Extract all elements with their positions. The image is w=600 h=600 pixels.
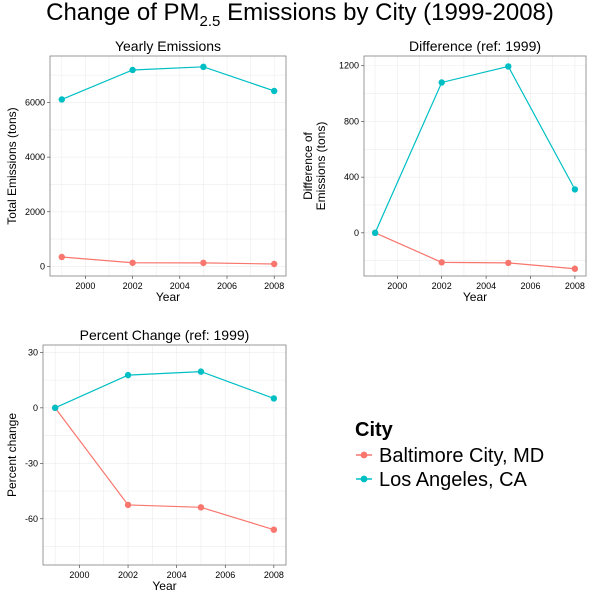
panel-title: Difference (ref: 1999)	[409, 38, 541, 54]
data-point	[124, 371, 132, 379]
legend-entry-los-angeles: Los Angeles, CA	[356, 469, 528, 491]
x-tick-label: 2000	[75, 281, 95, 291]
series-line	[374, 232, 575, 270]
y-axis-label-line: Total Emissions (tons)	[5, 107, 19, 224]
x-tick-label: 2002	[118, 570, 138, 580]
data-point	[371, 229, 379, 237]
legend-label-los-angeles: Los Angeles, CA	[379, 469, 528, 491]
gridlines	[364, 56, 586, 276]
data-point	[271, 260, 278, 268]
panel-title: Percent Change (ref: 1999)	[80, 327, 250, 343]
y-tick-label: 1200	[339, 61, 359, 71]
data-point	[129, 259, 136, 266]
y-axis-label-line: Difference of	[301, 131, 315, 199]
legend-label-baltimore: Baltimore City, MD	[379, 445, 544, 467]
data-point	[51, 404, 59, 412]
legend-key-marker	[360, 451, 368, 459]
y-tick-label: -60	[25, 514, 38, 524]
x-axis-label: Year	[152, 579, 176, 593]
y-tick-label: 400	[344, 172, 359, 182]
panel-background	[43, 345, 286, 565]
data-point	[438, 79, 445, 86]
y-tick-label: 30	[28, 347, 38, 357]
y-tick-label: 2000	[25, 207, 45, 217]
figure-title-prefix: Change of PM	[46, 0, 199, 26]
x-tick-label: 2000	[387, 281, 407, 291]
y-axis-label: Total Emissions (tons)	[5, 107, 19, 224]
series-los-angeles-ca	[51, 368, 278, 412]
legend-title: City	[355, 419, 394, 441]
data-point	[200, 63, 207, 71]
y-tick-label: 4000	[25, 152, 45, 162]
x-tick-label: 2000	[69, 570, 89, 580]
series-line	[54, 371, 275, 409]
panel-border	[42, 344, 287, 566]
x-tick-label: 2008	[264, 570, 284, 580]
series-los-angeles-ca	[58, 63, 278, 103]
panel-yearly-emissions: 2000 2002 2004 2006 2008 0 2000 4000 6000 Yearly …	[5, 38, 287, 304]
series-baltimore-city-md	[58, 253, 278, 268]
y-tick-label: 800	[344, 116, 359, 126]
panel-difference-ref-1999: 2000 2002 2004 2006 2008 0 400 800 1200 Differenc…	[301, 38, 587, 304]
data-point	[200, 259, 207, 267]
y-axis-label-line: Emissions (tons)	[314, 122, 328, 211]
data-point	[571, 265, 579, 272]
figure-title: Change of PM2.5 Emissions by City (1999-…	[46, 0, 554, 30]
legend-entry-baltimore: Baltimore City, MD	[356, 445, 544, 467]
x-tick-label: 2002	[123, 281, 143, 291]
y-tick-label: 0	[40, 261, 45, 271]
y-tick-label: 6000	[25, 97, 45, 107]
series-line	[54, 407, 275, 531]
legend-key-marker	[360, 475, 368, 483]
data-point	[270, 395, 278, 402]
series-line	[61, 66, 275, 101]
x-tick-label: 2006	[215, 570, 235, 580]
gridlines	[50, 56, 286, 276]
legend: City Baltimore City, MD Los Angeles, CA	[355, 419, 544, 491]
data-point	[129, 66, 136, 74]
x-tick-label: 2002	[432, 281, 452, 291]
data-point	[438, 259, 445, 266]
data-point	[505, 63, 512, 70]
data-point	[197, 504, 205, 511]
series-los-angeles-ca	[371, 63, 579, 237]
data-point	[505, 259, 512, 267]
gridlines	[43, 345, 286, 565]
y-axis-label: Difference ofEmissions (tons)	[301, 122, 328, 211]
y-tick-label: -30	[25, 458, 38, 468]
data-point	[124, 501, 132, 509]
y-axis-label-line: Percent change	[5, 413, 19, 497]
x-axis-label: Year	[156, 290, 180, 304]
x-tick-label: 2006	[520, 281, 540, 291]
x-tick-label: 2008	[264, 281, 284, 291]
panel-border	[49, 55, 287, 277]
panel-percent-change-ref-1999: 2000 2002 2004 2006 2008 -60 -30 0 30 Percent Cha…	[5, 327, 287, 593]
data-point	[271, 87, 278, 95]
data-point	[571, 186, 579, 193]
data-point	[58, 253, 65, 261]
data-point	[270, 526, 278, 533]
data-point	[58, 96, 65, 103]
figure-title-subscript: 2.5	[200, 13, 221, 30]
panel-border	[363, 55, 587, 277]
y-tick-label: 0	[354, 228, 359, 238]
x-tick-label: 2004	[476, 281, 496, 291]
x-tick-label: 2004	[170, 281, 190, 291]
data-point	[197, 368, 205, 375]
figure-title-suffix: Emissions by City (1999-2008)	[220, 0, 553, 26]
panel-background	[364, 56, 586, 276]
x-tick-label: 2008	[565, 281, 585, 291]
x-axis-label: Year	[463, 290, 487, 304]
panel-title: Yearly Emissions	[115, 38, 221, 54]
chart-panels: 2000 2002 2004 2006 20080200040006000Yearly …	[5, 38, 587, 593]
series-baltimore-city-md	[371, 229, 579, 272]
x-tick-label: 2004	[167, 570, 187, 580]
series-line	[374, 65, 576, 234]
y-axis-label: Percent change	[5, 413, 19, 497]
y-tick-label: 0	[33, 403, 38, 413]
series-line	[61, 256, 275, 265]
x-tick-label: 2006	[217, 281, 237, 291]
